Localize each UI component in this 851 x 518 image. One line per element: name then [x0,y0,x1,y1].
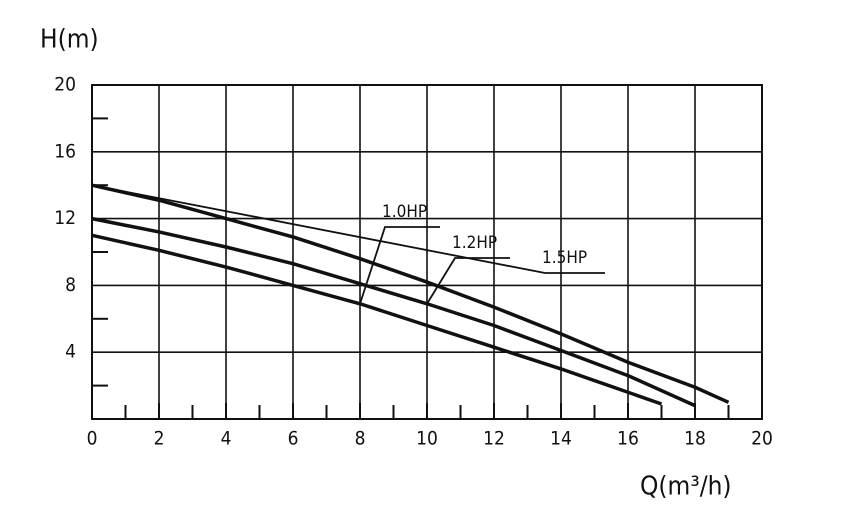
x-tick-label: 8 [355,428,366,450]
curve [91,216,696,408]
curve [91,233,663,406]
x-tick-label: 14 [550,428,572,450]
x-tick-label: 0 [87,428,98,450]
x-axis-title: Q(m³/h) [640,472,732,502]
x-tick-label: 20 [751,428,773,450]
y-tick-label: 16 [54,140,76,162]
y-tick-label: 8 [65,274,76,296]
leader-line [91,184,605,274]
curve-label: 1.2HP [452,233,497,253]
leader-line [426,257,510,305]
leader-line [359,226,440,305]
x-tick-label: 16 [617,428,639,450]
curve [91,183,730,404]
x-tick-label: 2 [154,428,165,450]
x-tick-label: 4 [221,428,232,450]
x-tick-label: 10 [416,428,438,450]
x-tick-label: 12 [483,428,505,450]
plot-frame [91,84,763,420]
curve-label: 1.0HP [382,202,427,222]
x-tick-label: 18 [684,428,706,450]
y-tick-label: 4 [65,341,76,363]
curve-label: 1.5HP [542,248,587,268]
x-tick-label: 6 [288,428,299,450]
y-tick-label: 12 [54,207,76,229]
y-axis-title: H(m) [40,25,99,55]
y-tick-label: 20 [54,74,76,96]
